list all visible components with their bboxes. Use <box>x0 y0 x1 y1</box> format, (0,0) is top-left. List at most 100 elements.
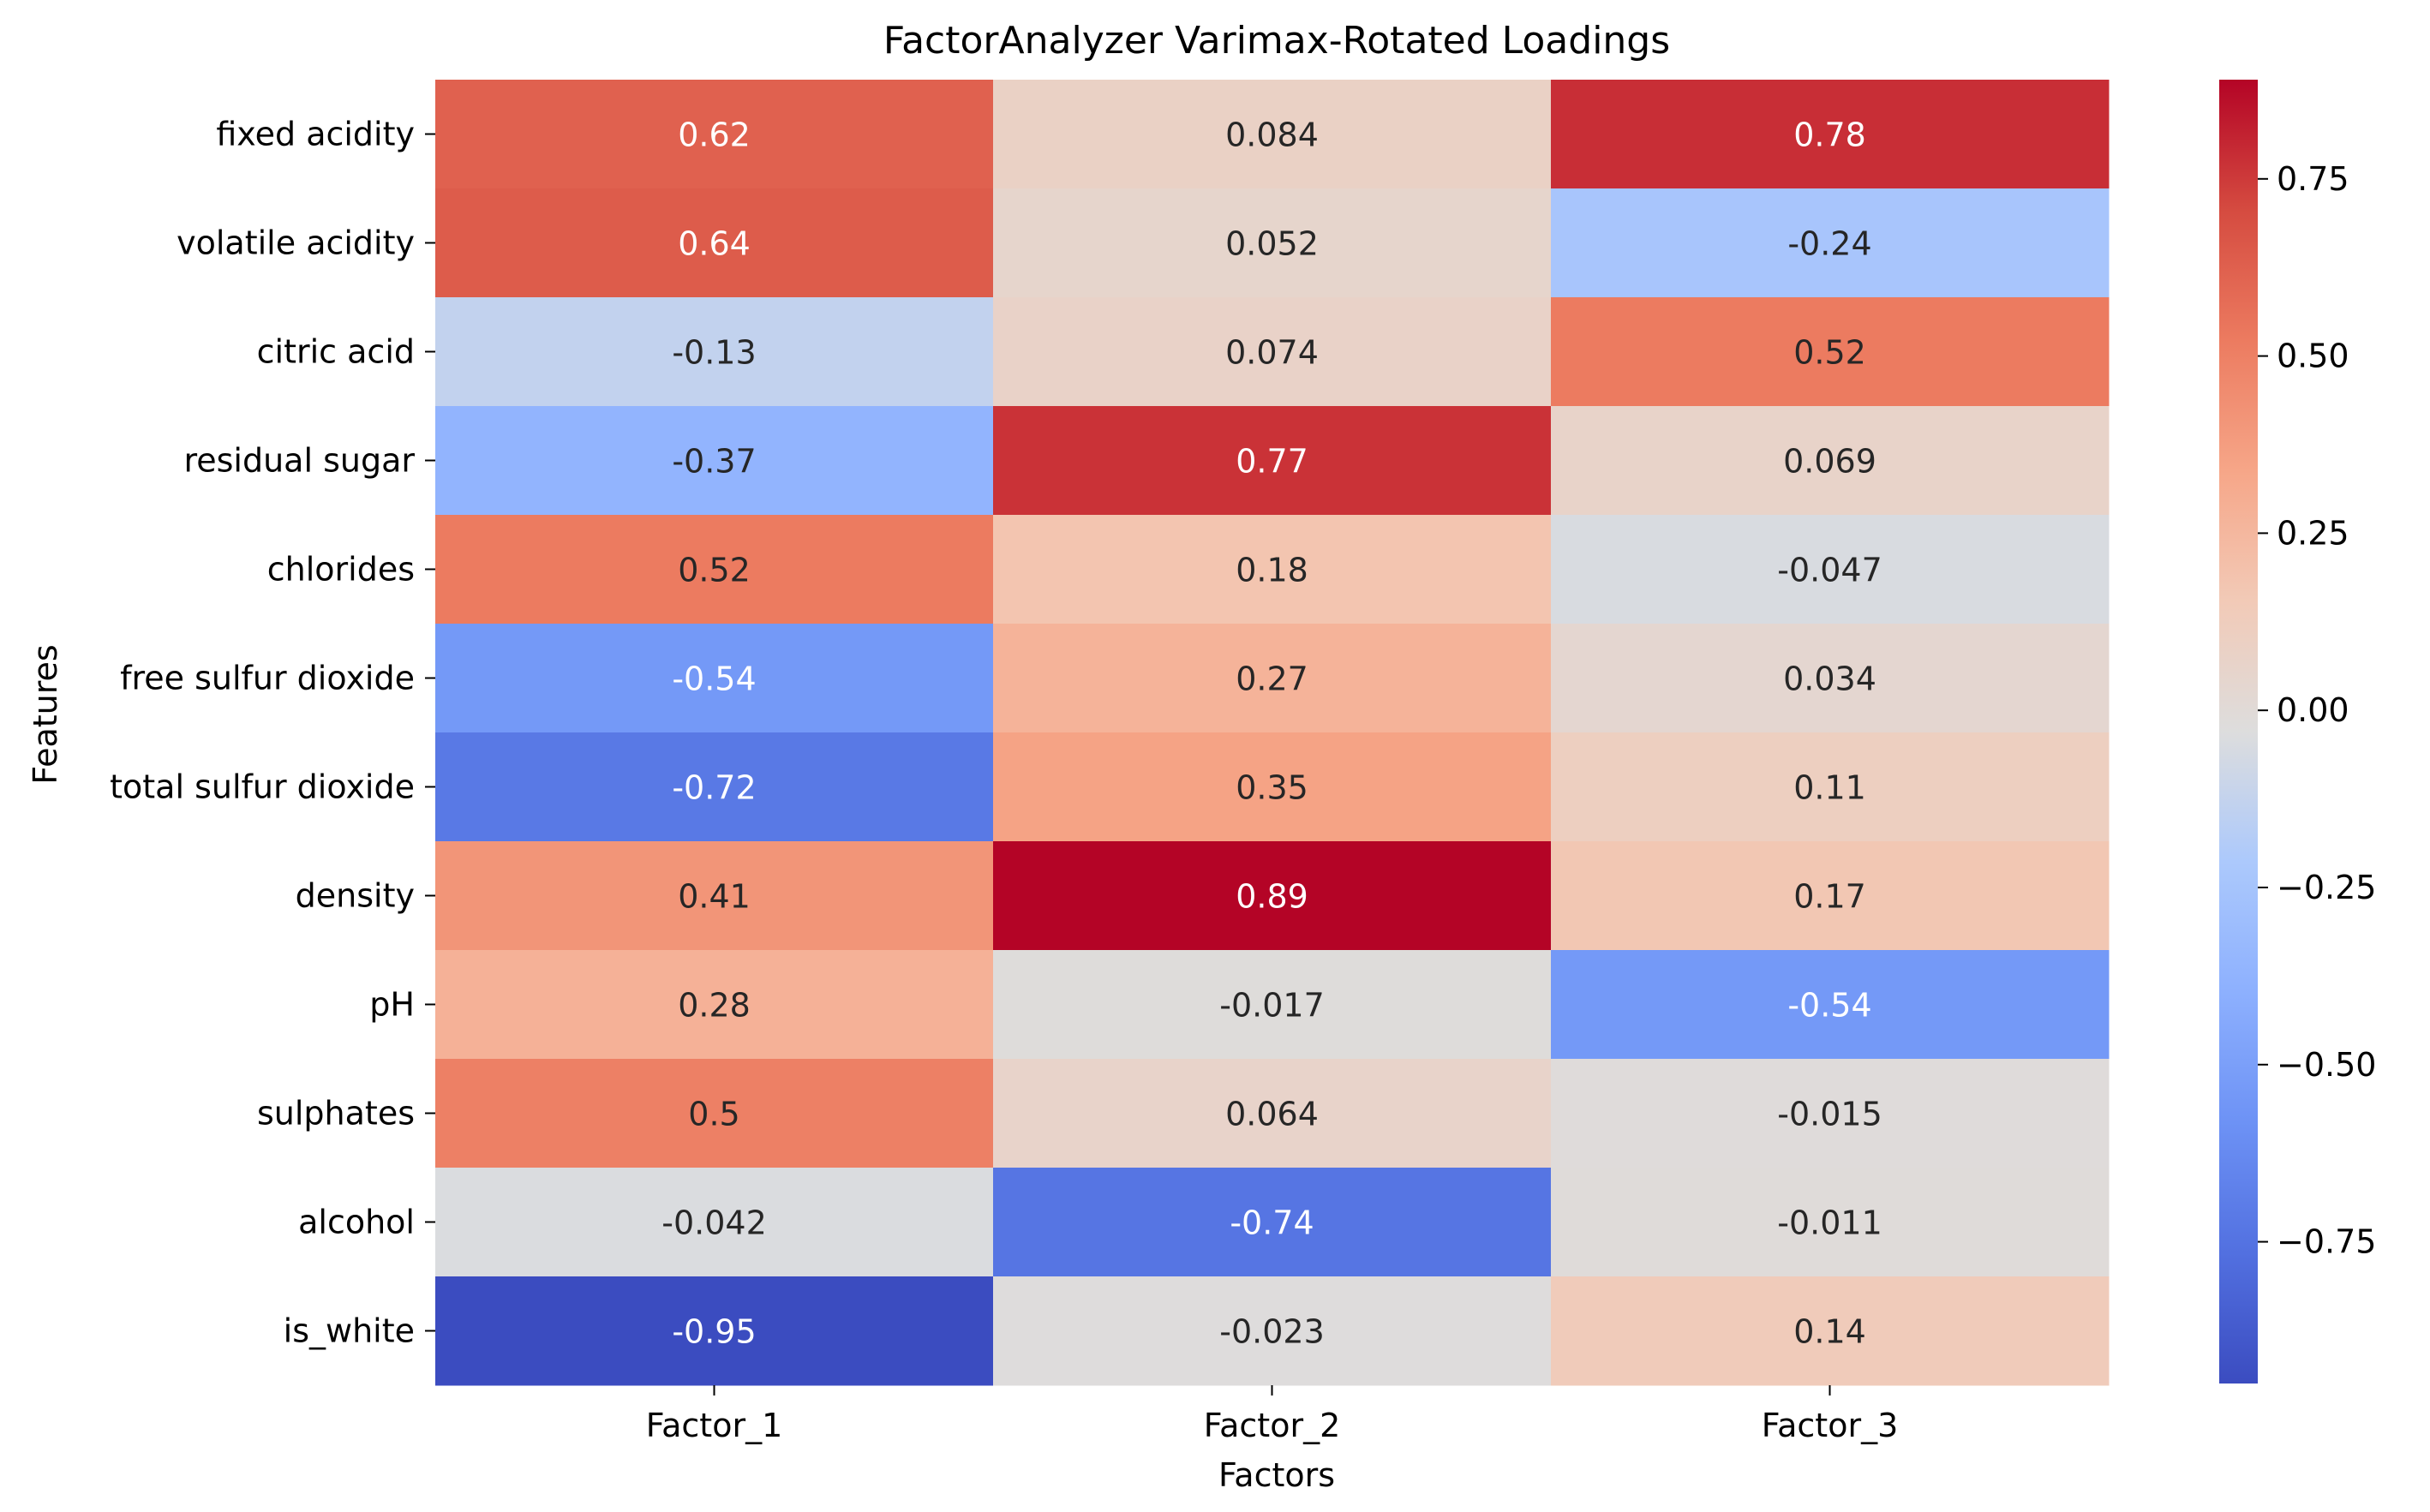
cell-value-label: 0.52 <box>1793 334 1866 372</box>
heatmap-cell <box>435 1168 994 1277</box>
heatmap-cell <box>1551 406 2110 516</box>
y-tick-label: residual sugar <box>183 442 415 480</box>
cell-value-label: 0.64 <box>678 225 751 263</box>
y-tick-label: citric acid <box>257 333 415 371</box>
heatmap-cell <box>1551 732 2110 842</box>
cell-value-label: -0.95 <box>672 1313 756 1351</box>
cell-value-label: -0.54 <box>672 660 756 698</box>
colorbar-ticks: −0.75 −0.50 −0.25 0.00 0.25 0.50 0.75 <box>2258 160 2376 1261</box>
cell-value-label: 0.62 <box>678 117 751 154</box>
cell-value-labels: 0.62 0.084 0.78 0.64 0.052 -0.24 -0.13 0.074 0.5… <box>661 117 1882 1351</box>
cell-value-label: 0.14 <box>1793 1313 1866 1351</box>
cell-value-label: -0.015 <box>1777 1096 1882 1133</box>
heatmap-cell <box>1551 80 2110 189</box>
cell-value-label: -0.13 <box>672 334 756 372</box>
cell-value-label: -0.017 <box>1219 987 1325 1025</box>
y-tick-label: density <box>296 877 415 915</box>
y-tick-label: volatile acidity <box>177 224 415 262</box>
heatmap-cell <box>435 841 994 951</box>
heatmap-cell <box>1551 1059 2110 1168</box>
cell-value-label: 0.064 <box>1225 1096 1319 1133</box>
heatmap-cell <box>1551 188 2110 298</box>
y-tick-label: sulphates <box>257 1095 415 1133</box>
colorbar <box>2219 80 2258 1384</box>
y-tick-label: free sulfur dioxide <box>120 660 415 697</box>
heatmap-cell <box>993 1168 1552 1277</box>
cell-value-label: 0.034 <box>1783 660 1876 698</box>
y-tick-label: pH <box>369 986 415 1024</box>
x-tick-label: Factor_2 <box>1204 1407 1341 1444</box>
heatmap-cell <box>435 188 994 298</box>
colorbar-tick-label: 0.25 <box>2277 514 2349 552</box>
colorbar-tick-label: −0.25 <box>2277 869 2376 906</box>
cell-value-label: -0.023 <box>1219 1313 1325 1351</box>
heatmap-cells <box>435 80 2110 1386</box>
x-tick-labels: Factor_1 Factor_2 Factor_3 <box>646 1385 1899 1444</box>
cell-value-label: 0.89 <box>1236 878 1308 916</box>
heatmap-cell <box>993 624 1552 733</box>
cell-value-label: -0.047 <box>1777 552 1882 589</box>
y-tick-label: is_white <box>284 1312 415 1350</box>
cell-value-label: 0.77 <box>1236 443 1308 481</box>
x-tick-label: Factor_1 <box>646 1407 783 1444</box>
cell-value-label: -0.24 <box>1787 225 1871 263</box>
y-axis-label: Features <box>27 644 64 784</box>
cell-value-label: -0.011 <box>1777 1204 1882 1242</box>
cell-value-label: 0.27 <box>1236 660 1308 698</box>
y-tick-label: total sulfur dioxide <box>110 768 415 806</box>
chart-title: FactorAnalyzer Varimax-Rotated Loadings <box>883 19 1670 63</box>
heatmap-cell <box>435 950 994 1060</box>
cell-value-label: 0.11 <box>1793 769 1866 807</box>
cell-value-label: -0.72 <box>672 769 756 807</box>
cell-value-label: -0.042 <box>661 1204 767 1242</box>
heatmap-cell <box>993 406 1552 516</box>
cell-value-label: -0.37 <box>672 443 756 481</box>
cell-value-label: -0.74 <box>1230 1204 1314 1242</box>
colorbar-tick-label: −0.75 <box>2277 1223 2376 1261</box>
heatmap-cell <box>993 297 1552 407</box>
heatmap-cell <box>435 515 994 625</box>
heatmap-cell <box>993 950 1552 1060</box>
cell-value-label: 0.35 <box>1236 769 1308 807</box>
cell-value-label: 0.52 <box>678 552 751 589</box>
heatmap-cell <box>993 80 1552 189</box>
heatmap-cell <box>1551 624 2110 733</box>
y-tick-label: fixed acidity <box>216 116 415 153</box>
cell-value-label: -0.54 <box>1787 987 1871 1025</box>
heatmap-cell <box>1551 515 2110 625</box>
cell-value-label: 0.17 <box>1793 878 1866 916</box>
x-axis-label: Factors <box>1218 1456 1335 1494</box>
cell-value-label: 0.052 <box>1225 225 1319 263</box>
heatmap-cell <box>993 188 1552 298</box>
colorbar-tick-label: −0.50 <box>2277 1046 2376 1084</box>
heatmap-cell <box>1551 1276 2110 1386</box>
colorbar-tick-label: 0.00 <box>2277 691 2349 729</box>
heatmap-cell <box>435 1276 994 1386</box>
heatmap-cell <box>993 1059 1552 1168</box>
heatmap-cell <box>1551 1168 2110 1277</box>
cell-value-label: 0.41 <box>678 878 751 916</box>
heatmap-cell <box>993 732 1552 842</box>
heatmap-cell <box>993 841 1552 951</box>
y-tick-label: chlorides <box>267 551 415 589</box>
heatmap-cell <box>435 406 994 516</box>
x-tick-label: Factor_3 <box>1762 1407 1899 1444</box>
cell-value-label: 0.074 <box>1225 334 1319 372</box>
cell-value-label: 0.78 <box>1793 117 1866 154</box>
heatmap-cell <box>1551 841 2110 951</box>
heatmap-cell <box>1551 950 2110 1060</box>
heatmap-cell <box>1551 297 2110 407</box>
heatmap-cell <box>435 297 994 407</box>
heatmap-cell <box>993 1276 1552 1386</box>
colorbar-tick-label: 0.50 <box>2277 338 2349 375</box>
y-tick-labels: fixed acidity volatile acidity citric acid… <box>110 116 435 1350</box>
heatmap-cell <box>993 515 1552 625</box>
cell-value-label: 0.5 <box>688 1096 739 1133</box>
cell-value-label: 0.084 <box>1225 117 1319 154</box>
heatmap-cell <box>435 80 994 189</box>
heatmap-cell <box>435 732 994 842</box>
cell-value-label: 0.28 <box>678 987 751 1025</box>
cell-value-label: 0.18 <box>1236 552 1308 589</box>
y-tick-label: alcohol <box>298 1204 415 1241</box>
